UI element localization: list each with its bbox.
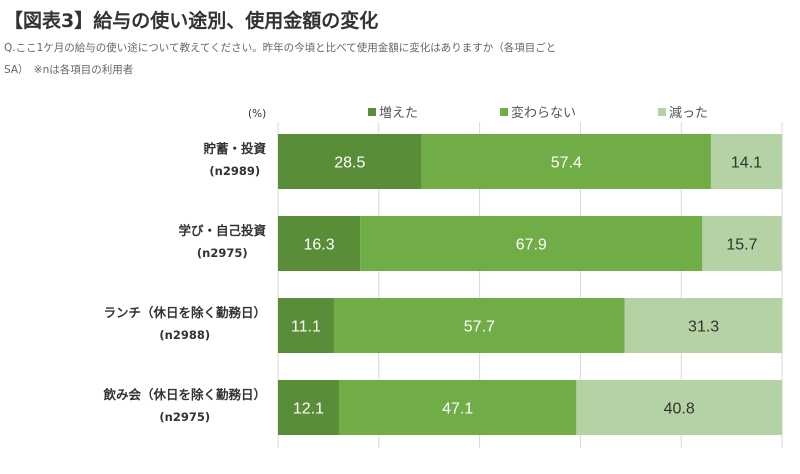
category-label: 学び・自己投資 (n2975) (178, 220, 266, 264)
data-label: 57.4 (551, 155, 582, 172)
category-name: 学び・自己投資 (178, 223, 266, 238)
data-label: 11.1 (291, 319, 321, 336)
category-n: (n2975) (159, 410, 211, 424)
category-n: (n2975) (196, 246, 248, 260)
legend-swatch (368, 107, 376, 116)
data-label: 40.8 (664, 401, 695, 418)
data-label: 14.1 (731, 155, 762, 172)
unit-label: (%) (248, 108, 267, 120)
bar-segment (624, 298, 783, 353)
data-label: 12.1 (293, 401, 324, 418)
question-note: SA） ※nは各項目の利用者 (4, 64, 134, 76)
category-label: 飲み会（休日を除く勤務日） (n2975) (103, 384, 266, 428)
category-name: 貯蓄・投資 (203, 141, 266, 156)
data-label: 47.1 (442, 401, 473, 418)
data-label: 28.5 (334, 155, 365, 172)
category-name: 飲み会（休日を除く勤務日） (103, 387, 266, 402)
bar-segment (338, 380, 577, 435)
legend-swatch (500, 107, 508, 116)
category-n: (n2989) (209, 164, 261, 178)
legend-label: 減った (669, 106, 709, 121)
legend-swatch (658, 107, 666, 116)
bar-segment (702, 216, 782, 271)
question-text: Q.ここ1ケ月の給与の使い途について教えてください。昨年の今頃と比べて使用金額に… (4, 42, 557, 54)
data-label: 16.3 (304, 237, 335, 254)
category-n: (n2988) (159, 328, 211, 342)
data-label: 67.9 (516, 237, 547, 254)
legend-item: 増えた (368, 102, 418, 121)
bar-segment (421, 134, 711, 189)
bar-segment (576, 380, 782, 435)
bar-segment (278, 380, 339, 435)
bar-segment (278, 216, 361, 271)
bar-segment (360, 216, 703, 271)
bar-segment (278, 298, 334, 353)
bar-segment (333, 298, 625, 353)
category-label: 貯蓄・投資 (n2989) (203, 138, 266, 182)
bar-segment (278, 134, 422, 189)
category-label: ランチ（休日を除く勤務日） (n2988) (103, 302, 266, 346)
data-label: 57.7 (464, 319, 495, 336)
bar-segment (710, 134, 782, 189)
legend-label: 変わらない (511, 106, 577, 121)
data-label: 31.3 (688, 319, 719, 336)
category-name: ランチ（休日を除く勤務日） (103, 305, 266, 320)
data-label: 15.7 (726, 237, 757, 254)
chart-title: 【図表3】給与の使い途別、使用金額の変化 (4, 10, 379, 32)
legend-item: 変わらない (500, 102, 576, 121)
legend-item: 減った (658, 102, 708, 121)
legend-label: 増えた (379, 106, 419, 121)
